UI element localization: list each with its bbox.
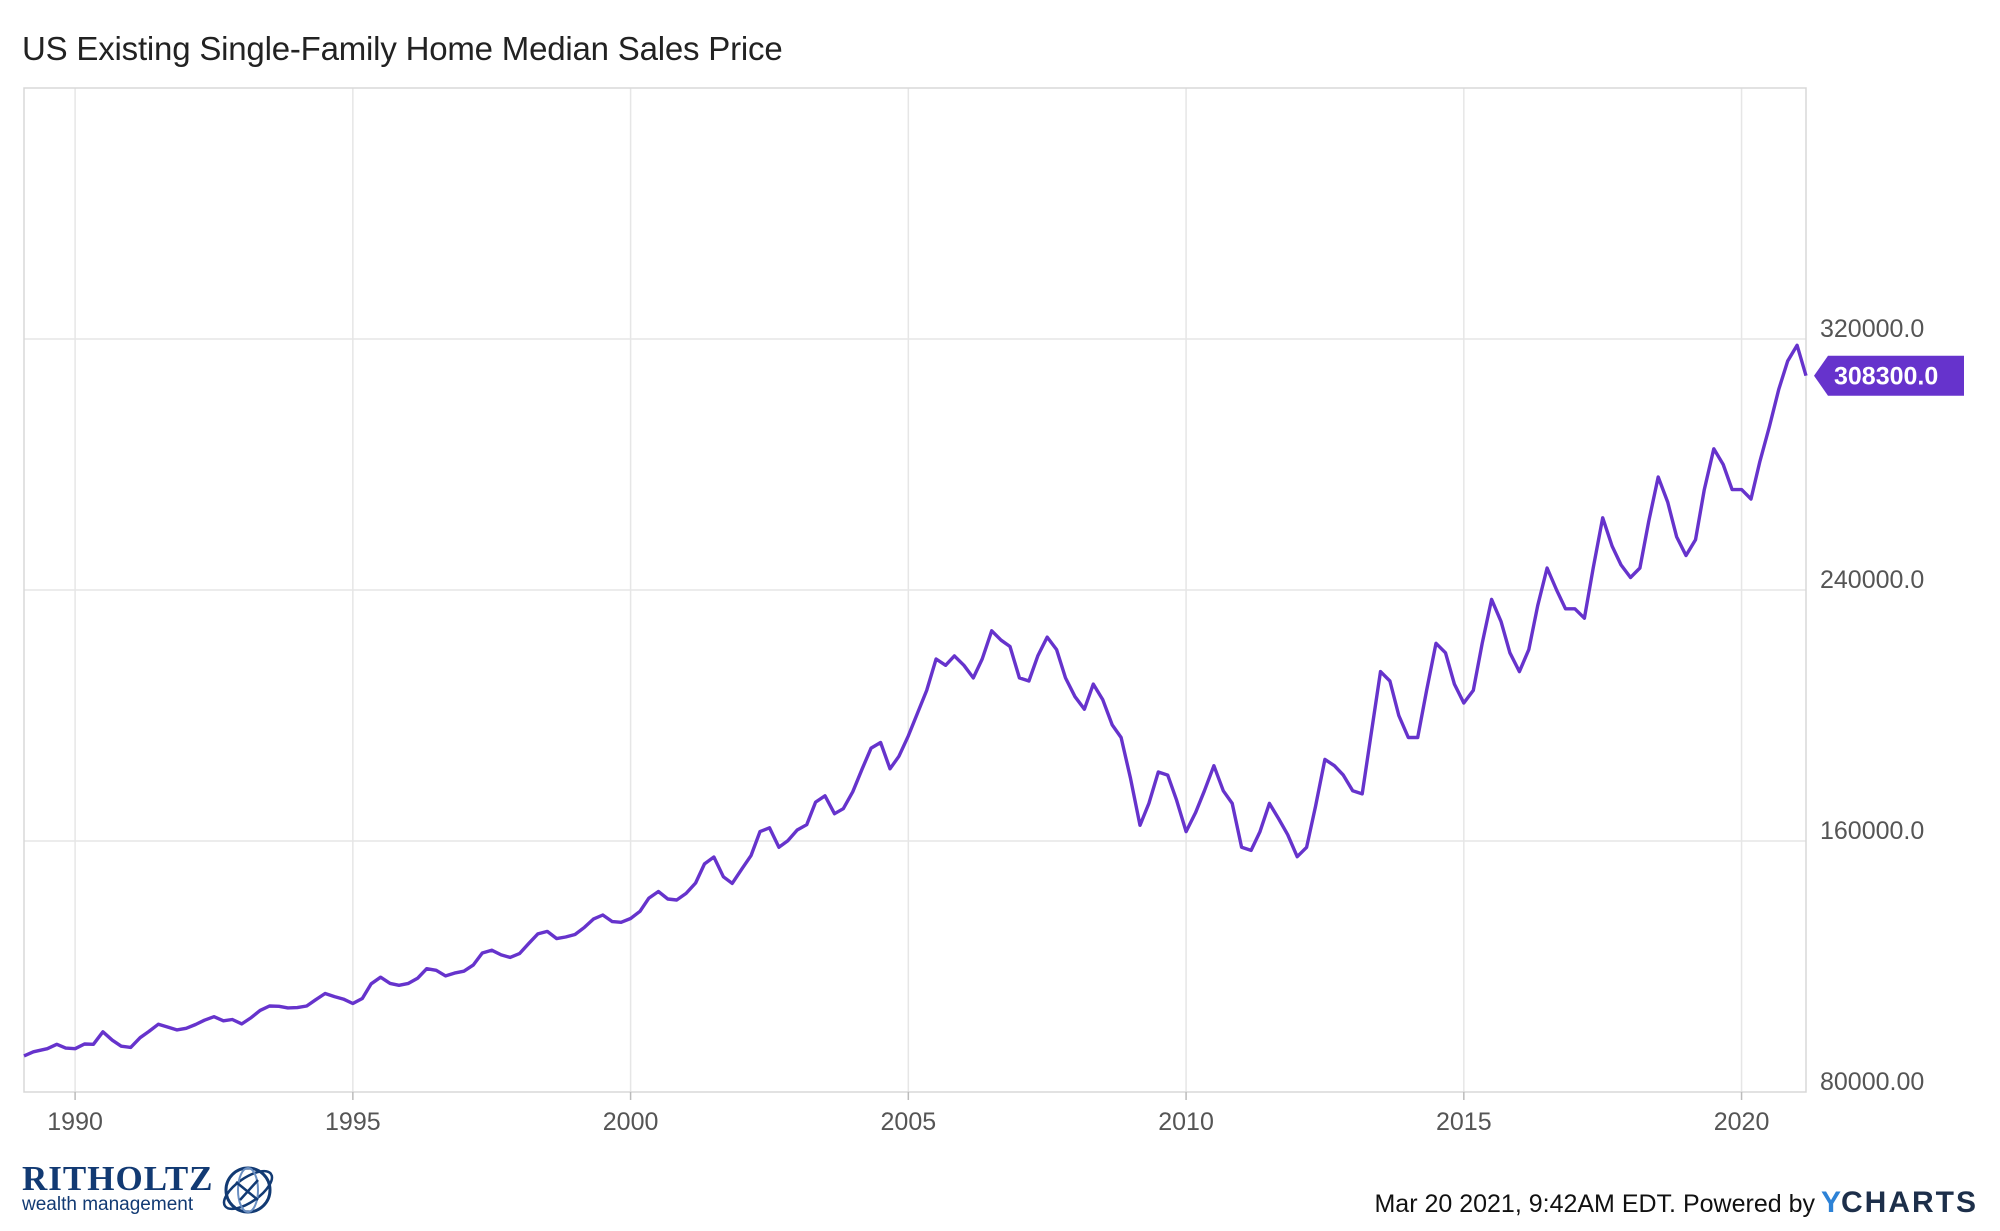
series-line — [23, 343, 1808, 1058]
x-tick-label: 2015 — [1436, 1108, 1492, 1136]
x-tick-label: 1995 — [325, 1108, 381, 1136]
y-tick-label: 80000.00 — [1820, 1068, 1924, 1096]
y-tick-label: 240000.0 — [1820, 566, 1924, 594]
x-tick-label: 2020 — [1714, 1108, 1770, 1136]
ycharts-logo-y: Y — [1820, 1186, 1841, 1219]
x-axis: 1990 1995 2000 2005 2010 2015 2020 — [47, 1092, 1769, 1136]
x-tick-label: 2000 — [603, 1108, 659, 1136]
brand-name: RITHOLTZ — [22, 1159, 214, 1198]
y-tick-label: 160000.0 — [1820, 817, 1924, 845]
timestamp-text: Mar 20 2021, 9:42AM EDT. Powered by — [1374, 1190, 1815, 1218]
x-tick-label: 2005 — [881, 1108, 937, 1136]
x-tick-label: 1990 — [47, 1108, 103, 1136]
globe-icon — [222, 1166, 273, 1214]
grid — [24, 88, 1806, 1092]
last-value-label: 308300.0 — [1834, 363, 1938, 391]
chart-title: US Existing Single-Family Home Median Sa… — [22, 30, 783, 67]
last-value-badge — [1814, 355, 1964, 396]
last-value-badge-group: 308300.0 — [1814, 355, 1964, 396]
ritholtz-logo: RITHOLTZ wealth management — [22, 1160, 280, 1218]
series-layer — [23, 343, 1808, 1058]
x-tick-label: 2010 — [1158, 1108, 1214, 1136]
y-axis: 80000.00 160000.0 240000.0 320000.0 — [1820, 315, 1924, 1096]
brand-subtitle: wealth management — [22, 1194, 194, 1215]
y-tick-label: 320000.0 — [1820, 315, 1924, 343]
plot-frame — [23, 87, 1807, 1093]
attribution: Mar 20 2021, 9:42AM EDT. Powered by Y CHA… — [1374, 1186, 1978, 1220]
ycharts-logo-text: CHARTS — [1841, 1186, 1978, 1219]
